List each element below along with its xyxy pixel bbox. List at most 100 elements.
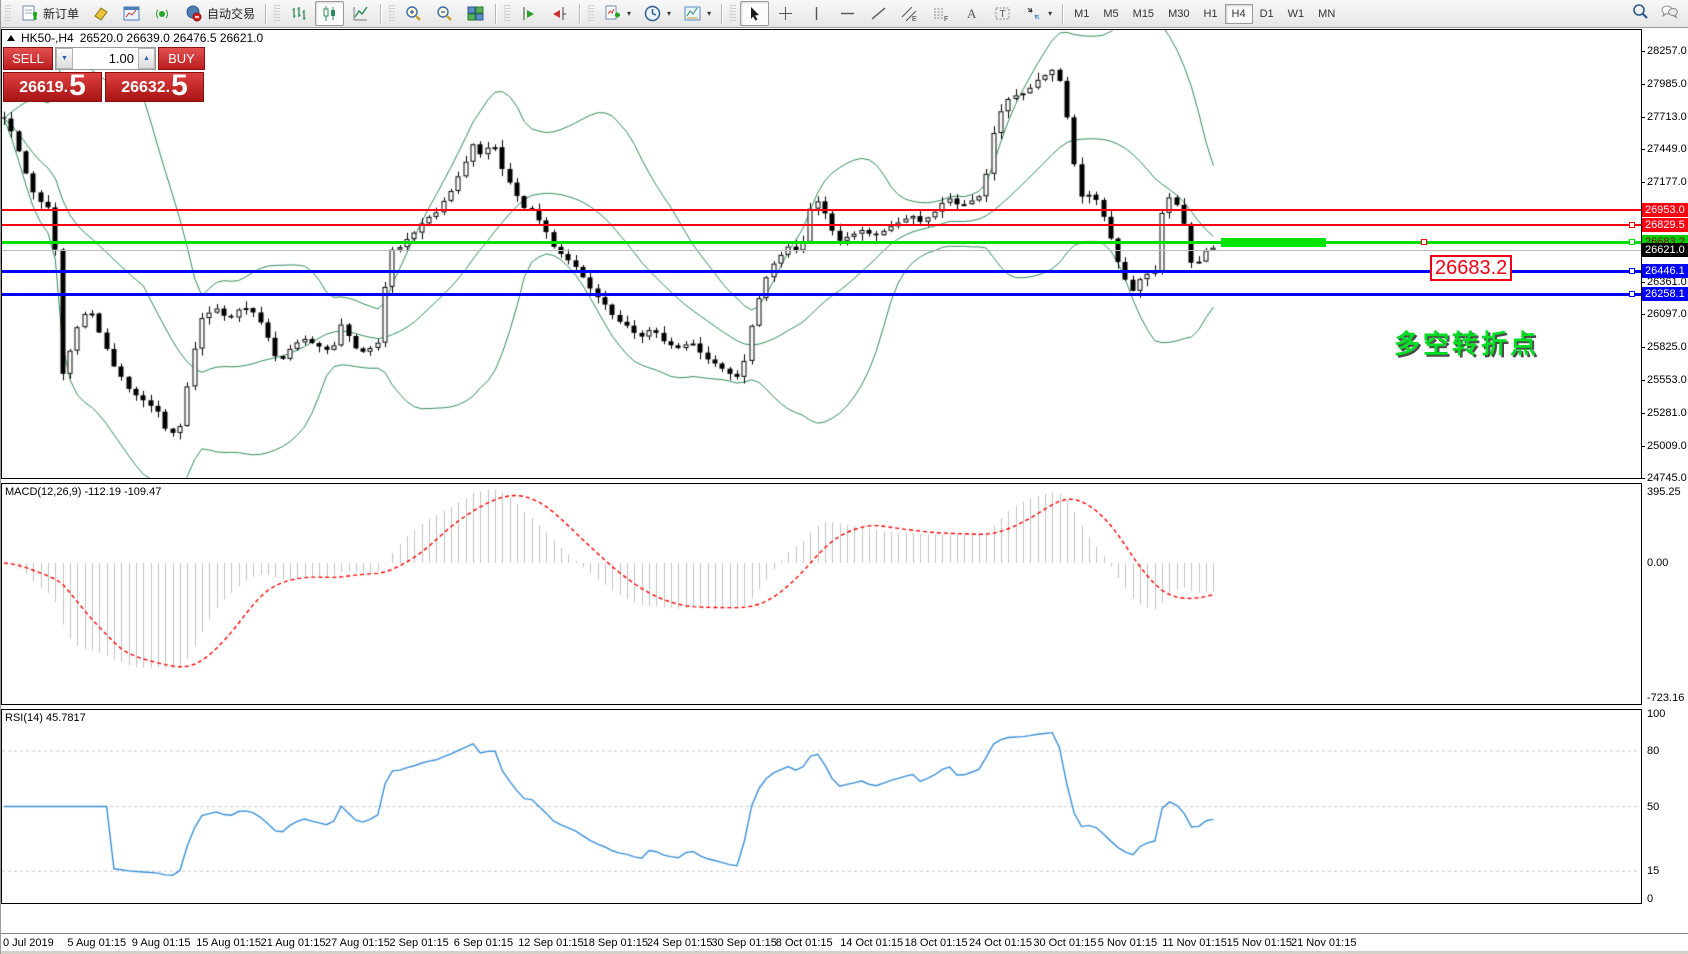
toolbar-button-text-label[interactable]: T [988,1,1017,26]
toolbar-button-chat[interactable] [1660,2,1679,26]
time-axis-label: 12 Sep 01:15 [518,937,584,949]
toolbar-grip [389,4,396,23]
toolbar-separator [265,3,267,24]
dropdown-caret-icon[interactable]: ▾ [1048,9,1053,18]
toolbar-button-zoom-out[interactable] [430,1,459,26]
sell-price[interactable]: 26619. 5 [3,71,102,102]
hline-handle[interactable] [1629,221,1635,228]
highlight-segment[interactable] [1221,237,1326,247]
toolbar-button-horizontal-line[interactable] [833,1,862,26]
trend-line-icon [869,4,888,23]
hline-handle[interactable] [1629,291,1635,298]
dropdown-caret-icon[interactable]: ▾ [707,9,712,18]
timeframe-button-m30[interactable]: M30 [1168,7,1190,20]
toolbar-button-signals[interactable] [148,1,177,26]
timeframe-button-mn[interactable]: MN [1318,7,1336,20]
price-tag-26258.1: 26258.1 [1642,287,1688,302]
volume-up-button[interactable]: ▲ [138,48,155,69]
signals-icon [153,4,172,23]
buy-price[interactable]: 26632. 5 [105,71,204,102]
rsi-axis-label: 0 [1647,893,1654,905]
toolbar-button-indicators[interactable]: ▾ [598,1,636,26]
collapse-icon[interactable] [7,35,15,41]
time-axis-label: 15 Nov 01:15 [1226,937,1293,949]
toolbar-button-templates[interactable]: ▾ [678,1,716,26]
time-axis-label: 30 Oct 01:15 [1033,937,1097,949]
price-tick-dash [1641,346,1645,348]
line-chart-icon [351,4,370,23]
bottom-strip [1,951,1688,954]
chart-shift-icon [550,4,569,23]
timeframe-button-m1[interactable]: M1 [1074,7,1090,20]
svg-text:T: T [1000,9,1006,20]
toolbar-button-autotrading[interactable]: 自动交易 [179,1,260,26]
rsi-axis-label: 80 [1647,745,1660,757]
toolbar-button-vertical-line[interactable] [802,1,831,26]
price-tick-dash [1641,478,1645,479]
toolbar-button-arrows[interactable]: ▾ [1019,1,1057,26]
volume-down-button[interactable]: ▼ [56,48,73,69]
toolbar-separator [495,3,497,24]
chart-annotation-text[interactable]: 多空转折点 [1394,329,1540,359]
toolbar-grip [730,4,737,23]
hline-26621.0[interactable] [1,249,1641,251]
hline-26683.2[interactable] [1,241,1641,245]
toolbar-button-fibonacci[interactable]: F [926,1,955,26]
price-tick-dash [1641,281,1645,283]
price-tick-label: 27177.0 [1647,176,1687,189]
toolbar-button-new-order[interactable]: 新订单 [15,1,84,26]
callout-handle[interactable] [1421,239,1427,246]
time-axis[interactable]: 0 Jul 2019 5 Aug 01:15 9 Aug 01:15 15 Aug 0… [1,933,1688,952]
timeframe-button-m15[interactable]: M15 [1132,7,1155,20]
toolbar-button-candlestick[interactable] [315,1,345,26]
candlestick-icon [320,4,339,23]
hline-26953.0[interactable] [1,208,1641,211]
toolbar-button-trend-line[interactable] [864,1,893,26]
volume-value[interactable]: 1.00 [108,51,134,66]
toolbar-button-chart-shift[interactable] [545,1,574,26]
toolbar-button-bar-chart[interactable] [284,1,313,26]
toolbar-button-channel[interactable]: E [895,1,924,26]
price-tick-dash [1641,182,1645,184]
macd-axis-label: 395.25 [1647,486,1681,498]
rsi-axis-label: 15 [1647,865,1660,878]
toolbar-button-eraser[interactable] [86,1,115,26]
toolbar-button-auto-scroll[interactable] [514,1,543,26]
hline-handle[interactable] [1629,268,1635,275]
hline-handle[interactable] [1629,239,1635,246]
hline-26446.1[interactable] [1,270,1641,274]
timeframe-button-m5[interactable]: M5 [1103,7,1119,20]
toolbar-button-crosshair[interactable] [771,1,800,26]
sell-button[interactable]: SELL [3,47,53,70]
toolbar-button-tile-windows[interactable] [461,1,490,26]
hline-26829.5[interactable] [1,223,1641,226]
price-tick-dash [1641,445,1645,447]
toolbar-button-cursor[interactable] [740,1,770,26]
hline-26258.1[interactable] [1,293,1641,297]
timeframe-button-h1[interactable]: H1 [1203,7,1218,20]
time-axis-label: 24 Sep 01:15 [647,937,713,949]
price-callout-label[interactable]: 26683.2 [1430,255,1513,281]
timeframe-button-d1[interactable]: D1 [1259,7,1274,20]
search-icon [1631,2,1650,21]
price-tag-26621.0: 26621.0 [1642,242,1688,257]
timeframe-button-w1[interactable]: W1 [1287,7,1305,20]
dropdown-caret-icon[interactable]: ▾ [627,9,632,18]
time-axis-label: 2 Sep 01:15 [389,937,449,949]
toolbar-button-line-chart[interactable] [346,1,375,26]
chart-canvas[interactable] [1,28,1688,954]
macd-label: MACD(12,26,9) -112.19 -109.47 [5,486,162,498]
chat-icon [1660,2,1679,21]
toolbar-button-search[interactable] [1631,2,1650,26]
toolbar-button-zoom-in[interactable] [399,1,428,26]
price-tick-dash [1641,84,1645,86]
toolbar-button-text[interactable]: A [957,1,986,26]
sell-price-main: 26619. [19,79,69,96]
toolbar-button-periods[interactable]: ▾ [638,1,676,26]
timeframe-button-h4[interactable]: H4 [1224,3,1253,24]
dropdown-caret-icon[interactable]: ▾ [667,9,672,18]
toolbar-button-chart-window[interactable] [117,1,146,26]
vertical-line-icon [807,4,826,23]
buy-button[interactable]: BUY [158,47,205,70]
crosshair-icon [776,4,795,23]
